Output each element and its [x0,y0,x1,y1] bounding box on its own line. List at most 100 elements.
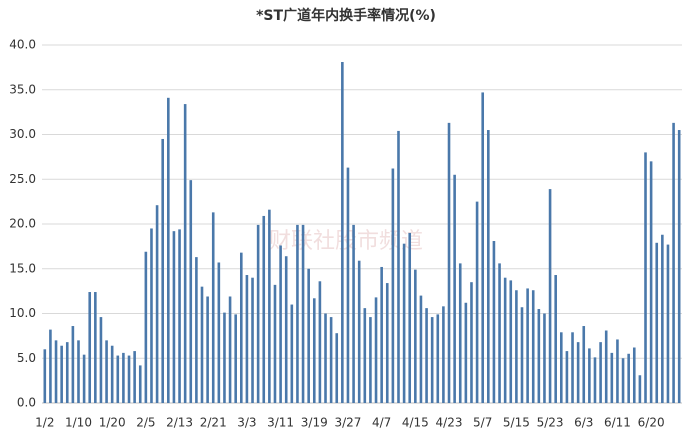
bar [430,317,434,403]
x-tick-label: 1/20 [99,416,126,430]
y-tick-label: 20.0 [9,217,36,231]
bar [621,358,625,403]
bar [183,104,187,403]
bar [363,308,367,403]
bar [414,269,417,403]
bar [604,330,608,403]
bar [329,317,333,403]
bar [43,349,47,403]
bar [655,242,659,403]
bar [251,277,254,403]
bar [515,290,518,403]
y-tick-label: 10.0 [9,306,36,320]
bar [453,174,456,403]
bar [520,307,524,403]
bar [509,280,513,403]
bar [425,308,428,403]
bar [531,290,535,403]
x-tick-label: 2/5 [136,416,155,430]
bar [223,312,226,403]
bar [256,224,260,403]
x-tick-label: 3/11 [267,416,294,430]
bar [408,232,412,403]
bar [290,304,294,403]
bar [301,224,305,403]
bar [239,252,243,403]
bar [167,97,170,404]
bar [498,263,501,403]
bar [189,180,193,403]
bar [526,288,529,403]
bar [335,333,339,403]
bar [324,313,327,403]
bar [610,352,614,403]
bar [279,245,282,403]
bar [133,351,136,403]
bar [391,168,395,403]
bar [588,348,591,403]
bar [262,215,266,403]
x-tick-label: 1/10 [65,416,92,430]
bar [369,317,372,403]
bar [144,251,148,403]
x-tick-label: 4/15 [402,416,429,430]
x-tick-label: 3/19 [301,416,328,430]
bar [458,263,462,403]
bar [49,329,52,403]
x-tick-label: 6/11 [604,416,631,430]
bar [352,224,355,403]
bar [341,62,344,403]
bar [318,281,322,403]
bar [442,306,445,403]
bar [554,275,557,403]
y-tick-label: 15.0 [9,261,36,275]
bar [234,314,237,403]
bar [436,314,440,403]
x-tick-label: 2/21 [200,416,227,430]
x-tick-label: 3/3 [237,416,256,430]
bar [672,122,675,404]
bar [105,340,108,403]
bar [661,234,664,403]
bar [206,296,209,403]
bar [385,283,389,403]
bar [649,161,653,403]
bar [402,243,406,403]
bar [127,355,131,403]
x-tick-label: 5/7 [473,416,492,430]
bar [82,354,86,403]
bar [273,284,277,403]
bar [268,209,271,403]
bar [161,138,165,403]
bar [492,241,496,403]
x-tick-label: 3/27 [334,416,361,430]
bar [200,286,204,403]
bar [447,122,451,404]
bar [346,167,350,403]
bar [593,357,597,403]
bar [380,266,383,403]
bar [211,212,215,403]
bar [503,277,507,403]
bar [616,339,619,403]
x-tick-label: 5/15 [503,416,530,430]
bar [116,355,120,403]
y-tick-label: 30.0 [9,127,36,141]
bar [60,345,63,403]
bar [397,130,400,404]
bar [481,92,485,403]
bar [559,332,563,403]
bar [71,326,75,403]
bar [138,365,142,403]
bar [638,375,642,403]
bar [172,231,176,403]
bar [419,295,423,403]
bar [312,298,316,403]
bar [571,332,574,403]
bar [94,292,97,403]
bar [110,345,114,403]
y-tick-label: 35.0 [9,82,36,96]
bar [666,244,670,403]
